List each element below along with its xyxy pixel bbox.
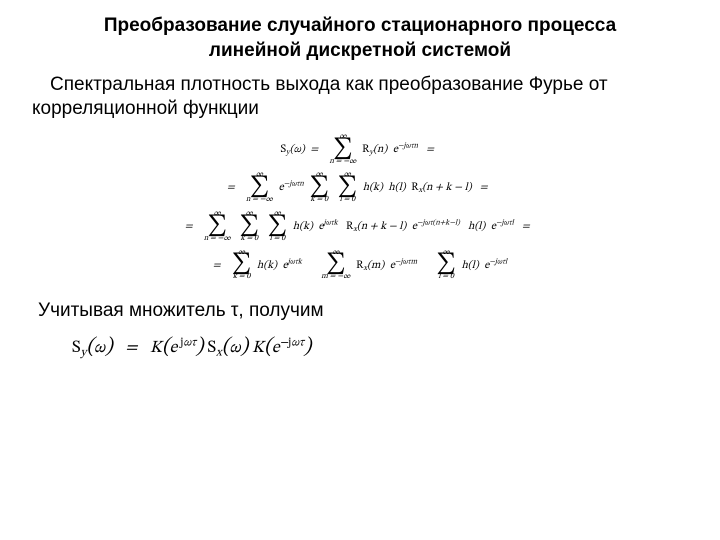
intro-paragraph: Спектральная плотность выхода как преобр… — [32, 73, 688, 121]
mid-paragraph: Учитывая множитель τ, получим — [32, 299, 688, 323]
eq-line-4: = ∞ ∑ k = 0 h(k)ejωτk ∞ ∑ m = −∞ Rx(m)e−… — [32, 249, 688, 282]
eq-line-1: Sy(ω)= ∞ ∑ n = −∞ Ry(n)e−jωτn = — [32, 133, 688, 166]
eq-line-2: = ∞ ∑ n = −∞ e−jωτn ∞ ∑ k = 0 ∞ ∑ l = 0 … — [32, 171, 688, 204]
eq-result: Sy(ω) = K(e jωτ) Sx(ω) K(e−jωτ) — [32, 337, 688, 359]
eq-line-3: = ∞ ∑ n = −∞ ∞ ∑ k = 0 ∞ ∑ l = 0 h(k)ejω… — [32, 210, 688, 243]
title-line-1: Преобразование случайного стационарного … — [104, 15, 616, 36]
slide-title: Преобразование случайного стационарного … — [32, 14, 688, 63]
title-line-2: линейной дискретной системой — [209, 40, 511, 61]
